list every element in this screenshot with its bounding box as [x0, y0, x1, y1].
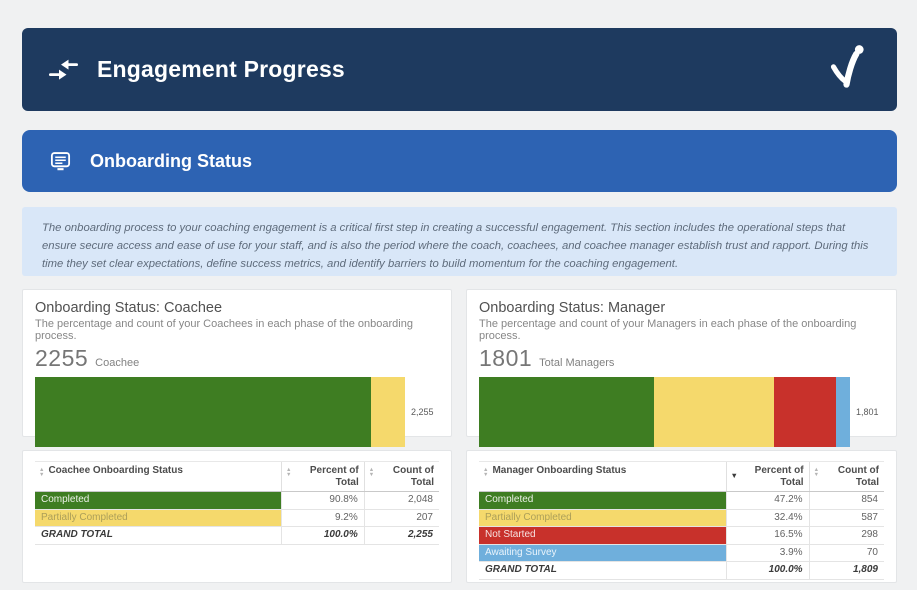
grand-total-percent: 100.0%: [280, 526, 365, 545]
column-header-count-of-total[interactable]: ▲ ▼ Count of Total: [363, 461, 439, 492]
table-row-awaiting-survey[interactable]: Awaiting Survey 3.9% 70: [479, 544, 884, 562]
list-icon: [49, 150, 72, 173]
grand-total-label: GRAND TOTAL: [479, 561, 727, 580]
percent-cell: 32.4%: [725, 509, 810, 527]
bar-segment-not-started[interactable]: [774, 377, 836, 447]
manager-bar-total-label: 1,801: [856, 407, 879, 417]
manager-total-label: Total Managers: [539, 357, 615, 369]
coachee-status-table: ▲ ▼ Coachee Onboarding Status ▲ ▼ Percent of …: [35, 461, 439, 545]
bar-segment-completed[interactable]: [35, 377, 371, 447]
bar-segment-completed[interactable]: [479, 377, 655, 447]
coachee-table-card: ▲ ▼ Coachee Onboarding Status ▲ ▼ Percent of …: [22, 450, 452, 583]
coachee-total-label: Coachee: [95, 357, 140, 369]
coachee-chart-subtitle: The percentage and count of your Coachee…: [35, 318, 413, 342]
merge-arrows-icon: [48, 57, 80, 83]
percent-cell: 90.8%: [280, 491, 365, 510]
coachee-total-value: 2255: [35, 345, 89, 371]
status-cell[interactable]: Not Started: [479, 526, 727, 545]
table-header-row: ▲ ▼ Manager Onboarding Status ▼ Percent of T…: [479, 461, 884, 492]
grand-total-row: GRAND TOTAL 100.0% 1,809: [479, 561, 884, 580]
description-box: The onboarding process to your coaching …: [22, 207, 897, 276]
table-row-not-started[interactable]: Not Started 16.5% 298: [479, 526, 884, 545]
sort-icon[interactable]: ▲ ▼: [483, 467, 489, 478]
sort-desc-icon[interactable]: ▼: [730, 471, 738, 480]
grand-total-count: 1,809: [808, 561, 884, 580]
manager-status-table: ▲ ▼ Manager Onboarding Status ▼ Percent of T…: [479, 461, 884, 580]
status-cell[interactable]: Partially Completed: [35, 509, 282, 527]
coachee-stacked-bar: [35, 377, 405, 447]
column-header-percent-of-total[interactable]: ▼ Percent of Total: [725, 461, 810, 492]
sort-icon[interactable]: ▲ ▼: [813, 467, 820, 478]
manager-chart-card: Onboarding Status: Manager The percentag…: [466, 289, 897, 447]
brand-logo-icon: [823, 43, 871, 97]
count-cell: 298: [808, 526, 884, 545]
percent-cell: 47.2%: [725, 491, 810, 510]
column-header-label: Coachee Onboarding Status: [48, 465, 183, 476]
bar-segment-partially-completed[interactable]: [654, 377, 775, 447]
manager-total-value: 1801: [479, 345, 533, 371]
column-header-coachee-onboarding-status[interactable]: ▲ ▼ Coachee Onboarding Status: [35, 461, 282, 492]
percent-cell: 3.9%: [725, 544, 810, 562]
manager-table-card: ▲ ▼ Manager Onboarding Status ▼ Percent of T…: [466, 450, 897, 583]
page-title: Engagement Progress: [97, 56, 345, 82]
column-header-label: Percent of Total: [309, 465, 359, 488]
coachee-chart-title: Onboarding Status: Coachee: [35, 300, 223, 316]
percent-cell: 9.2%: [280, 509, 365, 527]
percent-cell: 16.5%: [725, 526, 810, 545]
count-cell: 70: [808, 544, 884, 562]
count-cell: 207: [363, 509, 439, 527]
coachee-chart-card: Onboarding Status: Coachee The percentag…: [22, 289, 452, 447]
manager-chart-title: Onboarding Status: Manager: [479, 300, 666, 316]
column-header-label: Percent of Total: [754, 465, 804, 488]
table-row-partially-completed[interactable]: Partially Completed 9.2% 207: [35, 509, 439, 527]
table-row-completed[interactable]: Completed 47.2% 854: [479, 491, 884, 510]
table-header-row: ▲ ▼ Coachee Onboarding Status ▲ ▼ Percent of …: [35, 461, 439, 492]
count-cell: 854: [808, 491, 884, 510]
coachee-bar-total-label: 2,255: [411, 407, 434, 417]
status-cell[interactable]: Completed: [35, 491, 282, 510]
table-row-completed[interactable]: Completed 90.8% 2,048: [35, 491, 439, 510]
sort-icon[interactable]: ▲ ▼: [39, 467, 45, 478]
grand-total-percent: 100.0%: [725, 561, 810, 580]
count-cell: 2,048: [363, 491, 439, 510]
status-cell[interactable]: Awaiting Survey: [479, 544, 727, 562]
manager-chart-subtitle: The percentage and count of your Manager…: [479, 318, 857, 342]
column-header-percent-of-total[interactable]: ▲ ▼ Percent of Total: [280, 461, 365, 492]
sort-icon[interactable]: ▲ ▼: [368, 467, 375, 478]
sort-icon[interactable]: ▲ ▼: [285, 467, 292, 478]
status-cell[interactable]: Completed: [479, 491, 727, 510]
grand-total-row: GRAND TOTAL 100.0% 2,255: [35, 526, 439, 545]
section-title: Onboarding Status: [90, 150, 252, 171]
column-header-label: Manager Onboarding Status: [492, 465, 627, 476]
bar-segment-partially-completed[interactable]: [370, 377, 405, 447]
column-header-label: Count of Total: [392, 465, 434, 488]
manager-stacked-bar: [479, 377, 850, 447]
header-banner: Engagement Progress: [22, 28, 897, 111]
bar-segment-awaiting-survey[interactable]: [835, 377, 850, 447]
table-row-partially-completed[interactable]: Partially Completed 32.4% 587: [479, 509, 884, 527]
description-text: The onboarding process to your coaching …: [42, 222, 869, 271]
column-header-manager-onboarding-status[interactable]: ▲ ▼ Manager Onboarding Status: [479, 461, 727, 492]
column-header-label: Count of Total: [837, 465, 879, 488]
section-banner: Onboarding Status: [22, 130, 897, 192]
grand-total-label: GRAND TOTAL: [35, 526, 282, 545]
count-cell: 587: [808, 509, 884, 527]
column-header-count-of-total[interactable]: ▲ ▼ Count of Total: [808, 461, 884, 492]
status-cell[interactable]: Partially Completed: [479, 509, 727, 527]
grand-total-count: 2,255: [363, 526, 439, 545]
